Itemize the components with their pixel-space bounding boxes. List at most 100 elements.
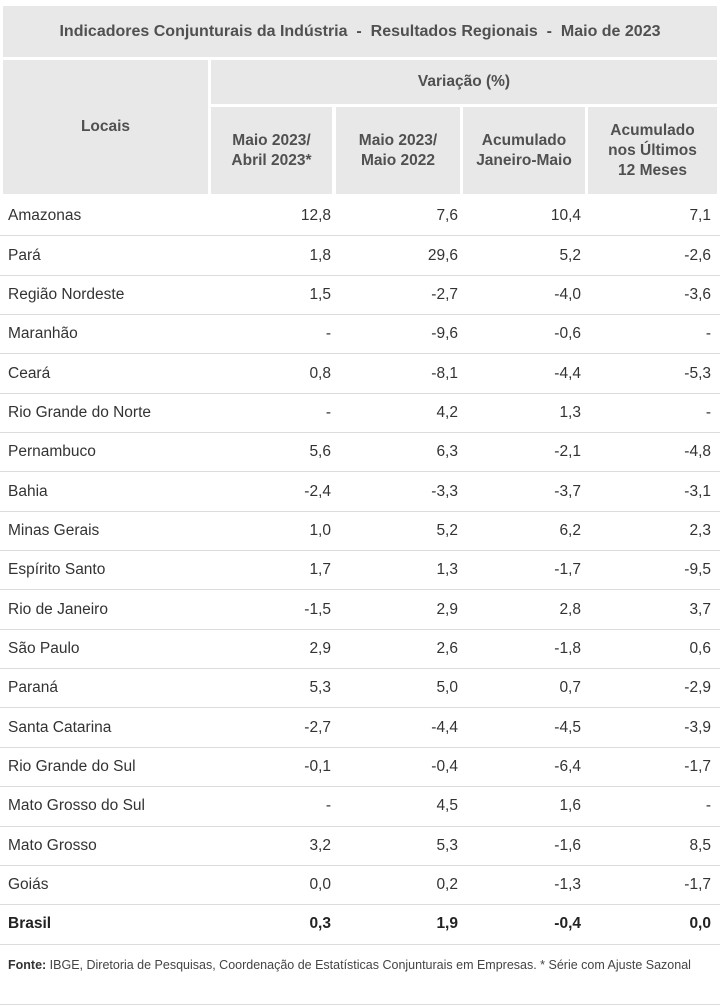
row-value-col4: 2,3 xyxy=(689,521,711,539)
row-value-col4: 0,0 xyxy=(689,915,711,933)
table-row: Minas Gerais 1,0 5,2 6,2 2,3 xyxy=(0,512,720,552)
row-local: Pará xyxy=(8,246,41,264)
row-value-col2: 1,9 xyxy=(436,915,458,933)
header-col2: Maio 2023/ Maio 2022 xyxy=(336,107,460,194)
bottom-divider xyxy=(0,1004,720,1005)
row-value-col1: 0,3 xyxy=(309,915,331,933)
header-col3: Acumulado Janeiro-Maio xyxy=(463,107,585,194)
row-value-col1: 1,8 xyxy=(309,246,331,264)
row-value-col2: 2,9 xyxy=(436,600,458,618)
row-value-col1: -1,5 xyxy=(304,600,331,618)
row-value-col3: 6,2 xyxy=(559,521,581,539)
row-value-col1: 2,9 xyxy=(309,639,331,657)
row-value-col3: 1,6 xyxy=(559,797,581,815)
table-row-total: Brasil 0,3 1,9 -0,4 0,0 xyxy=(0,905,720,945)
header-variacao: Variação (%) xyxy=(211,60,717,104)
row-local: Maranhão xyxy=(8,325,78,343)
row-value-col2: 5,0 xyxy=(436,679,458,697)
row-local: Paraná xyxy=(8,679,58,697)
row-value-col4: 3,7 xyxy=(689,600,711,618)
row-value-col1: -2,7 xyxy=(304,718,331,736)
row-value-col2: 29,6 xyxy=(427,246,458,264)
row-value-col3: -4,0 xyxy=(554,285,581,303)
row-value-col1: -2,4 xyxy=(304,482,331,500)
row-local: Santa Catarina xyxy=(8,718,112,736)
source-label: Fonte: xyxy=(8,958,47,972)
table-row: Santa Catarina -2,7 -4,4 -4,5 -3,9 xyxy=(0,708,720,748)
row-value-col2: 5,3 xyxy=(436,836,458,854)
table-row: Rio de Janeiro -1,5 2,9 2,8 3,7 xyxy=(0,590,720,630)
row-value-col4: -1,7 xyxy=(684,757,711,775)
row-local: Pernambuco xyxy=(8,443,96,461)
row-value-col1: 0,0 xyxy=(309,876,331,894)
row-value-col1: -0,1 xyxy=(304,757,331,775)
row-local: Espírito Santo xyxy=(8,561,106,579)
table-row: Mato Grosso do Sul - 4,5 1,6 - xyxy=(0,787,720,827)
row-value-col4: 7,1 xyxy=(689,207,711,225)
row-value-col2: 6,3 xyxy=(436,443,458,461)
row-value-col3: -1,3 xyxy=(554,876,581,894)
row-local: Amazonas xyxy=(8,207,82,225)
source-note: Fonte: IBGE, Diretoria de Pesquisas, Coo… xyxy=(8,954,708,977)
row-value-col3: -3,7 xyxy=(554,482,581,500)
table-row: Espírito Santo 1,7 1,3 -1,7 -9,5 xyxy=(0,551,720,591)
row-value-col2: -2,7 xyxy=(431,285,458,303)
row-value-col4: - xyxy=(705,403,711,421)
table-row: Região Nordeste 1,5 -2,7 -4,0 -3,6 xyxy=(0,276,720,316)
row-value-col2: -9,6 xyxy=(431,325,458,343)
row-local: Rio de Janeiro xyxy=(8,600,108,618)
table-row: Rio Grande do Sul -0,1 -0,4 -6,4 -1,7 xyxy=(0,748,720,788)
row-value-col1: - xyxy=(325,325,331,343)
row-value-col3: 5,2 xyxy=(559,246,581,264)
row-value-col1: 12,8 xyxy=(300,207,331,225)
row-value-col3: -1,6 xyxy=(554,836,581,854)
row-value-col1: 3,2 xyxy=(309,836,331,854)
table-row: Rio Grande do Norte - 4,2 1,3 - xyxy=(0,394,720,434)
row-value-col4: -1,7 xyxy=(684,876,711,894)
row-value-col1: 5,3 xyxy=(309,679,331,697)
row-local: Rio Grande do Sul xyxy=(8,757,136,775)
row-value-col1: 1,7 xyxy=(309,561,331,579)
table-row: Paraná 5,3 5,0 0,7 -2,9 xyxy=(0,669,720,709)
table-row: Bahia -2,4 -3,3 -3,7 -3,1 xyxy=(0,472,720,512)
table-title: Indicadores Conjunturais da Indústria - … xyxy=(3,6,717,57)
row-value-col4: -3,1 xyxy=(684,482,711,500)
table-row: Ceará 0,8 -8,1 -4,4 -5,3 xyxy=(0,354,720,394)
row-value-col4: -4,8 xyxy=(684,443,711,461)
row-value-col3: -2,1 xyxy=(554,443,581,461)
row-value-col1: - xyxy=(325,403,331,421)
row-value-col4: - xyxy=(705,797,711,815)
row-value-col4: -3,9 xyxy=(684,718,711,736)
row-local: Goiás xyxy=(8,876,49,894)
row-local: Bahia xyxy=(8,482,48,500)
row-value-col1: - xyxy=(325,797,331,815)
row-value-col2: 0,2 xyxy=(436,876,458,894)
table-row: Pará 1,8 29,6 5,2 -2,6 xyxy=(0,236,720,276)
row-value-col3: 0,7 xyxy=(559,679,581,697)
table-row: Mato Grosso 3,2 5,3 -1,6 8,5 xyxy=(0,827,720,866)
row-value-col2: 2,6 xyxy=(436,639,458,657)
table-row: Goiás 0,0 0,2 -1,3 -1,7 xyxy=(0,866,720,906)
row-value-col3: -0,6 xyxy=(554,325,581,343)
table-body: Amazonas 12,8 7,6 10,4 7,1 Pará 1,8 29,6 5,2 -2,6… xyxy=(0,197,720,945)
row-value-col4: -3,6 xyxy=(684,285,711,303)
row-value-col2: 4,5 xyxy=(436,797,458,815)
row-value-col2: 4,2 xyxy=(436,403,458,421)
row-value-col3: 2,8 xyxy=(559,600,581,618)
header-col1: Maio 2023/ Abril 2023* xyxy=(211,107,332,194)
source-text: IBGE, Diretoria de Pesquisas, Coordenaçã… xyxy=(46,958,691,972)
row-local: Brasil xyxy=(8,915,52,933)
row-local: São Paulo xyxy=(8,639,80,657)
row-value-col4: 8,5 xyxy=(689,836,711,854)
row-value-col2: -0,4 xyxy=(431,757,458,775)
row-value-col3: -4,5 xyxy=(554,718,581,736)
row-value-col3: 1,3 xyxy=(559,403,581,421)
row-value-col2: 5,2 xyxy=(436,521,458,539)
header-col4: Acumulado nos Últimos 12 Meses xyxy=(588,107,717,194)
row-value-col2: 1,3 xyxy=(436,561,458,579)
row-value-col4: -2,6 xyxy=(684,246,711,264)
row-value-col1: 0,8 xyxy=(309,364,331,382)
header-locais: Locais xyxy=(3,60,208,194)
table-row: Pernambuco 5,6 6,3 -2,1 -4,8 xyxy=(0,433,720,473)
